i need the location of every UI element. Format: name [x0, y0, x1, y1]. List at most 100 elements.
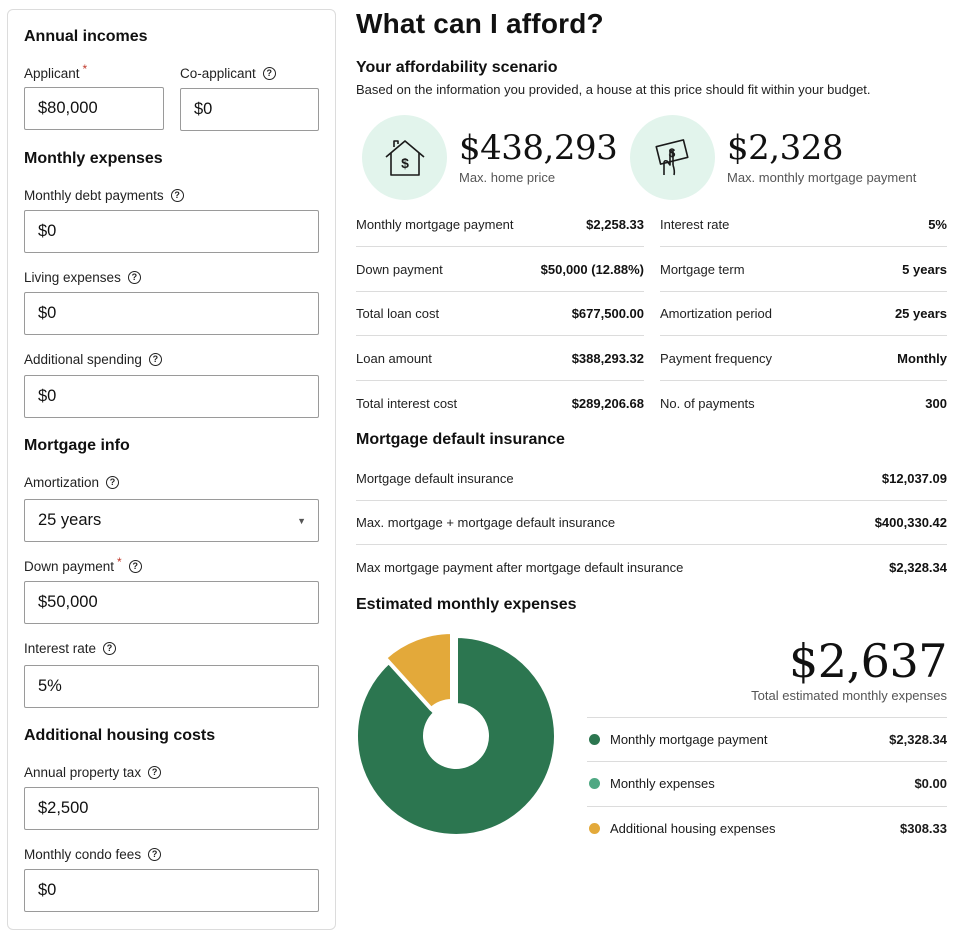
- detail-row: Payment frequency Monthly: [660, 337, 947, 381]
- interest-rate-label: Interest rate ?: [24, 641, 117, 656]
- detail-label: Monthly mortgage payment: [356, 217, 514, 232]
- detail-row: Mortgage term 5 years: [660, 248, 947, 292]
- help-icon[interactable]: ?: [170, 189, 184, 202]
- amortization-label-text: Amortization: [24, 475, 100, 490]
- coapplicant-income-input[interactable]: [180, 88, 319, 131]
- legend-swatch: [589, 778, 600, 789]
- property-tax-input[interactable]: [24, 787, 319, 830]
- insurance-row: Max. mortgage + mortgage default insuran…: [356, 501, 947, 545]
- detail-label: Amortization period: [660, 306, 772, 321]
- help-icon[interactable]: ?: [148, 353, 162, 366]
- detail-value: $2,258.33: [586, 217, 644, 232]
- legend-swatch: [589, 823, 600, 834]
- legend-value: $308.33: [900, 821, 947, 836]
- property-tax-label-text: Annual property tax: [24, 765, 142, 780]
- mortgage-info-heading: Mortgage info: [24, 437, 130, 454]
- property-tax-label: Annual property tax ?: [24, 765, 162, 780]
- debt-payments-input[interactable]: [24, 210, 319, 253]
- legend-row: Monthly expenses $0.00: [587, 761, 947, 805]
- detail-value: 5 years: [902, 262, 947, 277]
- detail-row: Interest rate 5%: [660, 203, 947, 247]
- detail-label: Loan amount: [356, 351, 432, 366]
- detail-label: Total loan cost: [356, 306, 440, 321]
- legend-label: Additional housing expenses: [610, 821, 776, 836]
- amortization-select[interactable]: 25 years ▼: [24, 499, 319, 542]
- amortization-selected-value: 25 years: [38, 511, 102, 529]
- expenses-heading: Estimated monthly expenses: [356, 596, 577, 613]
- max-monthly-payment-caption: Max. monthly mortgage payment: [727, 170, 917, 185]
- additional-housing-heading: Additional housing costs: [24, 727, 216, 744]
- down-payment-label: Down payment * ?: [24, 555, 142, 574]
- detail-label: Interest rate: [660, 217, 730, 232]
- detail-row: Total interest cost $289,206.68: [356, 381, 644, 425]
- scenario-description: Based on the information you provided, a…: [356, 82, 871, 97]
- detail-row: No. of payments 300: [660, 381, 947, 425]
- chevron-down-icon: ▼: [297, 515, 306, 526]
- house-dollar-icon: $: [362, 115, 447, 200]
- legend-swatch: [589, 734, 600, 745]
- total-monthly-expenses-caption: Total estimated monthly expenses: [751, 688, 947, 703]
- detail-value: Monthly: [897, 351, 947, 366]
- monthly-expenses-heading: Monthly expenses: [24, 150, 163, 167]
- insurance-value: $400,330.42: [874, 515, 947, 530]
- debt-payments-label: Monthly debt payments ?: [24, 188, 184, 203]
- detail-label: Down payment: [356, 262, 443, 277]
- detail-value: 5%: [928, 217, 947, 232]
- applicant-income-input[interactable]: [24, 87, 164, 130]
- coapplicant-label: Co-applicant ?: [180, 66, 276, 81]
- help-icon[interactable]: ?: [128, 560, 142, 573]
- living-expenses-label-text: Living expenses: [24, 270, 121, 285]
- detail-row: Monthly mortgage payment $2,258.33: [356, 203, 644, 247]
- down-payment-label-text: Down payment: [24, 559, 115, 574]
- annual-incomes-heading: Annual incomes: [24, 28, 148, 45]
- detail-value: $289,206.68: [571, 395, 644, 411]
- insurance-heading: Mortgage default insurance: [356, 431, 565, 448]
- insurance-value: $12,037.09: [881, 471, 947, 486]
- detail-label: Payment frequency: [660, 351, 773, 366]
- help-icon[interactable]: ?: [103, 642, 117, 655]
- help-icon[interactable]: ?: [148, 766, 162, 779]
- detail-row: Total loan cost $677,500.00: [356, 292, 644, 336]
- legend-row: Monthly mortgage payment $2,328.34: [587, 717, 947, 761]
- additional-spending-label: Additional spending ?: [24, 352, 162, 367]
- detail-value: 300: [925, 395, 947, 411]
- detail-row: Down payment $50,000 (12.88%): [356, 248, 644, 292]
- help-icon[interactable]: ?: [106, 476, 120, 489]
- svg-text:$: $: [668, 146, 675, 160]
- help-icon[interactable]: ?: [262, 67, 276, 80]
- amortization-label: Amortization ?: [24, 475, 120, 490]
- insurance-label: Mortgage default insurance: [356, 471, 514, 486]
- applicant-label-text: Applicant: [24, 66, 80, 81]
- donut-slice: [354, 634, 558, 838]
- donut-slice: [382, 630, 454, 711]
- detail-row: Loan amount $388,293.32: [356, 337, 644, 381]
- scenario-heading: Your affordability scenario: [356, 59, 558, 76]
- max-monthly-payment-value: $2,328: [727, 128, 843, 168]
- insurance-label: Max. mortgage + mortgage default insuran…: [356, 515, 616, 530]
- detail-row: Amortization period 25 years: [660, 292, 947, 336]
- interest-rate-input[interactable]: [24, 665, 319, 708]
- legend-label: Monthly expenses: [610, 776, 715, 791]
- applicant-label: Applicant *: [24, 62, 87, 82]
- down-payment-input[interactable]: [24, 581, 319, 624]
- insurance-row: Max mortgage payment after mortgage defa…: [356, 545, 947, 589]
- condo-fees-label-text: Monthly condo fees: [24, 847, 142, 862]
- condo-fees-label: Monthly condo fees ?: [24, 847, 162, 862]
- legend-row: Additional housing expenses $308.33: [587, 806, 947, 850]
- additional-spending-input[interactable]: [24, 375, 319, 418]
- detail-label: Mortgage term: [660, 262, 745, 277]
- condo-fees-input[interactable]: [24, 869, 319, 912]
- debt-payments-label-text: Monthly debt payments: [24, 188, 164, 203]
- help-icon[interactable]: ?: [148, 848, 162, 861]
- insurance-row: Mortgage default insurance $12,037.09: [356, 457, 947, 501]
- total-monthly-expenses-value: $2,637: [789, 634, 947, 688]
- svg-text:$: $: [401, 155, 409, 171]
- legend-label: Monthly mortgage payment: [610, 732, 768, 747]
- required-marker: *: [117, 554, 122, 569]
- living-expenses-label: Living expenses ?: [24, 270, 141, 285]
- max-home-price-value: $438,293: [459, 128, 618, 168]
- help-icon[interactable]: ?: [127, 271, 141, 284]
- living-expenses-input[interactable]: [24, 292, 319, 335]
- detail-value: 25 years: [894, 306, 947, 321]
- detail-value: $388,293.32: [571, 351, 644, 366]
